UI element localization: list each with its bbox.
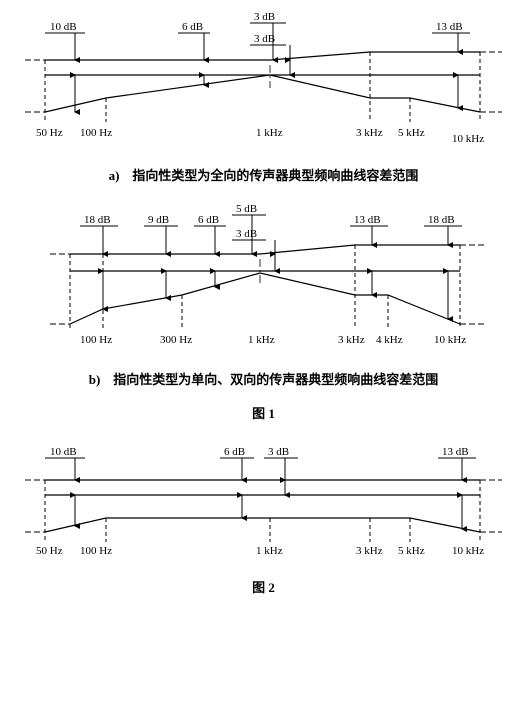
figure-a-svg: 10 dB 6 dB 3 dB 3 dB 13 dB 50 Hz 100 Hz …: [10, 10, 517, 145]
figure-b-caption: b) 指向性类型为单向、双向的传声器典型频响曲线容差范围: [10, 369, 517, 388]
b-300hz: 300 Hz: [160, 334, 192, 346]
c-6db: 6 dB: [224, 446, 245, 458]
label-3db-inner: 3 dB: [254, 33, 275, 45]
c-3db: 3 dB: [268, 446, 289, 458]
c-100hz: 100 Hz: [80, 545, 112, 557]
b-3khz: 3 kHz: [338, 334, 365, 346]
b-9db: 9 dB: [148, 214, 169, 226]
figure-2-label: 图 2: [10, 577, 517, 596]
label-13db: 13 dB: [436, 21, 463, 33]
b-5db: 5 dB: [236, 203, 257, 215]
b-3db: 3 dB: [236, 228, 257, 240]
xaxis-100hz: 100 Hz: [80, 127, 112, 139]
xaxis-50hz: 50 Hz: [36, 127, 63, 139]
xaxis-3khz: 3 kHz: [356, 127, 383, 139]
c-13db: 13 dB: [442, 446, 469, 458]
label-3db-upper: 3 dB: [254, 11, 275, 23]
b-1khz: 1 kHz: [248, 334, 275, 346]
figure-b-svg: 18 dB 9 dB 6 dB 5 dB 3 dB 13 dB 18 dB 10…: [10, 199, 517, 349]
c-3khz: 3 kHz: [356, 545, 383, 557]
c-50hz: 50 Hz: [36, 545, 63, 557]
b-18db-l: 18 dB: [84, 214, 111, 226]
xaxis-5khz: 5 kHz: [398, 127, 425, 139]
xaxis-10khz: 10 kHz: [452, 133, 484, 145]
b-13db: 13 dB: [354, 214, 381, 226]
figure-a: 10 dB 6 dB 3 dB 3 dB 13 dB 50 Hz 100 Hz …: [10, 10, 517, 184]
b-10khz: 10 kHz: [434, 334, 466, 346]
xaxis-1khz: 1 kHz: [256, 127, 283, 139]
c-10db: 10 dB: [50, 446, 77, 458]
b-18db-r: 18 dB: [428, 214, 455, 226]
c-10khz: 10 kHz: [452, 545, 484, 557]
label-6db: 6 dB: [182, 21, 203, 33]
figure-a-caption: a) 指向性类型为全向的传声器典型频响曲线容差范围: [10, 165, 517, 184]
c-5khz: 5 kHz: [398, 545, 425, 557]
figure-1-label: 图 1: [10, 403, 517, 422]
label-10db: 10 dB: [50, 21, 77, 33]
figure-c: 10 dB 6 dB 3 dB 13 dB 50 Hz 100 Hz 1 kHz…: [10, 442, 517, 596]
c-1khz: 1 kHz: [256, 545, 283, 557]
b-6db: 6 dB: [198, 214, 219, 226]
b-4khz: 4 kHz: [376, 334, 403, 346]
figure-b: 18 dB 9 dB 6 dB 5 dB 3 dB 13 dB 18 dB 10…: [10, 199, 517, 422]
b-100hz: 100 Hz: [80, 334, 112, 346]
figure-c-svg: 10 dB 6 dB 3 dB 13 dB 50 Hz 100 Hz 1 kHz…: [10, 442, 517, 557]
